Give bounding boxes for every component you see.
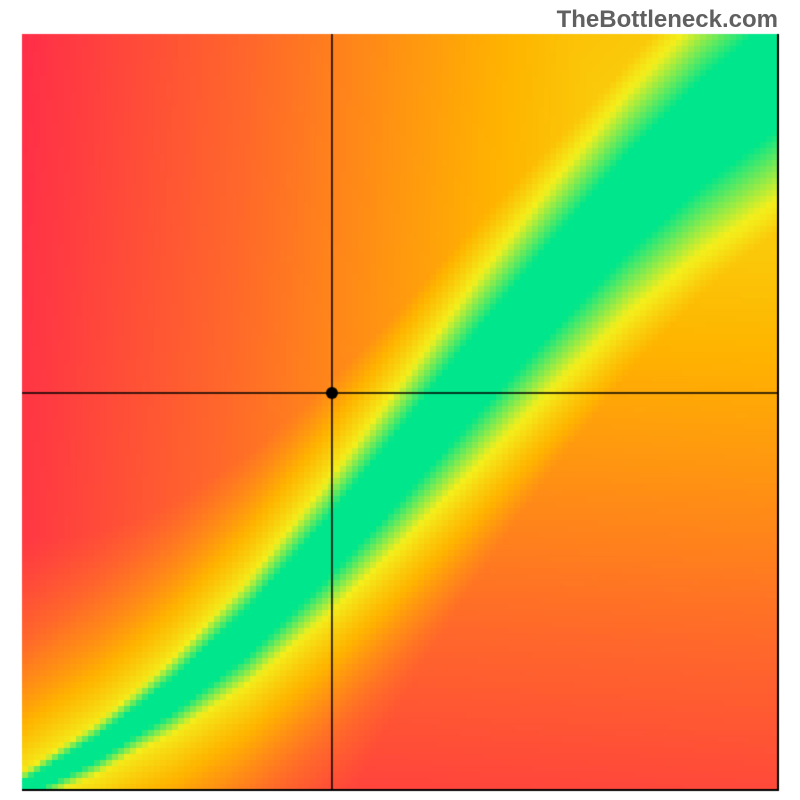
- chart-wrap: TheBottleneck.com: [0, 0, 800, 800]
- watermark-text: TheBottleneck.com: [557, 6, 778, 34]
- heatmap-canvas: [0, 0, 800, 800]
